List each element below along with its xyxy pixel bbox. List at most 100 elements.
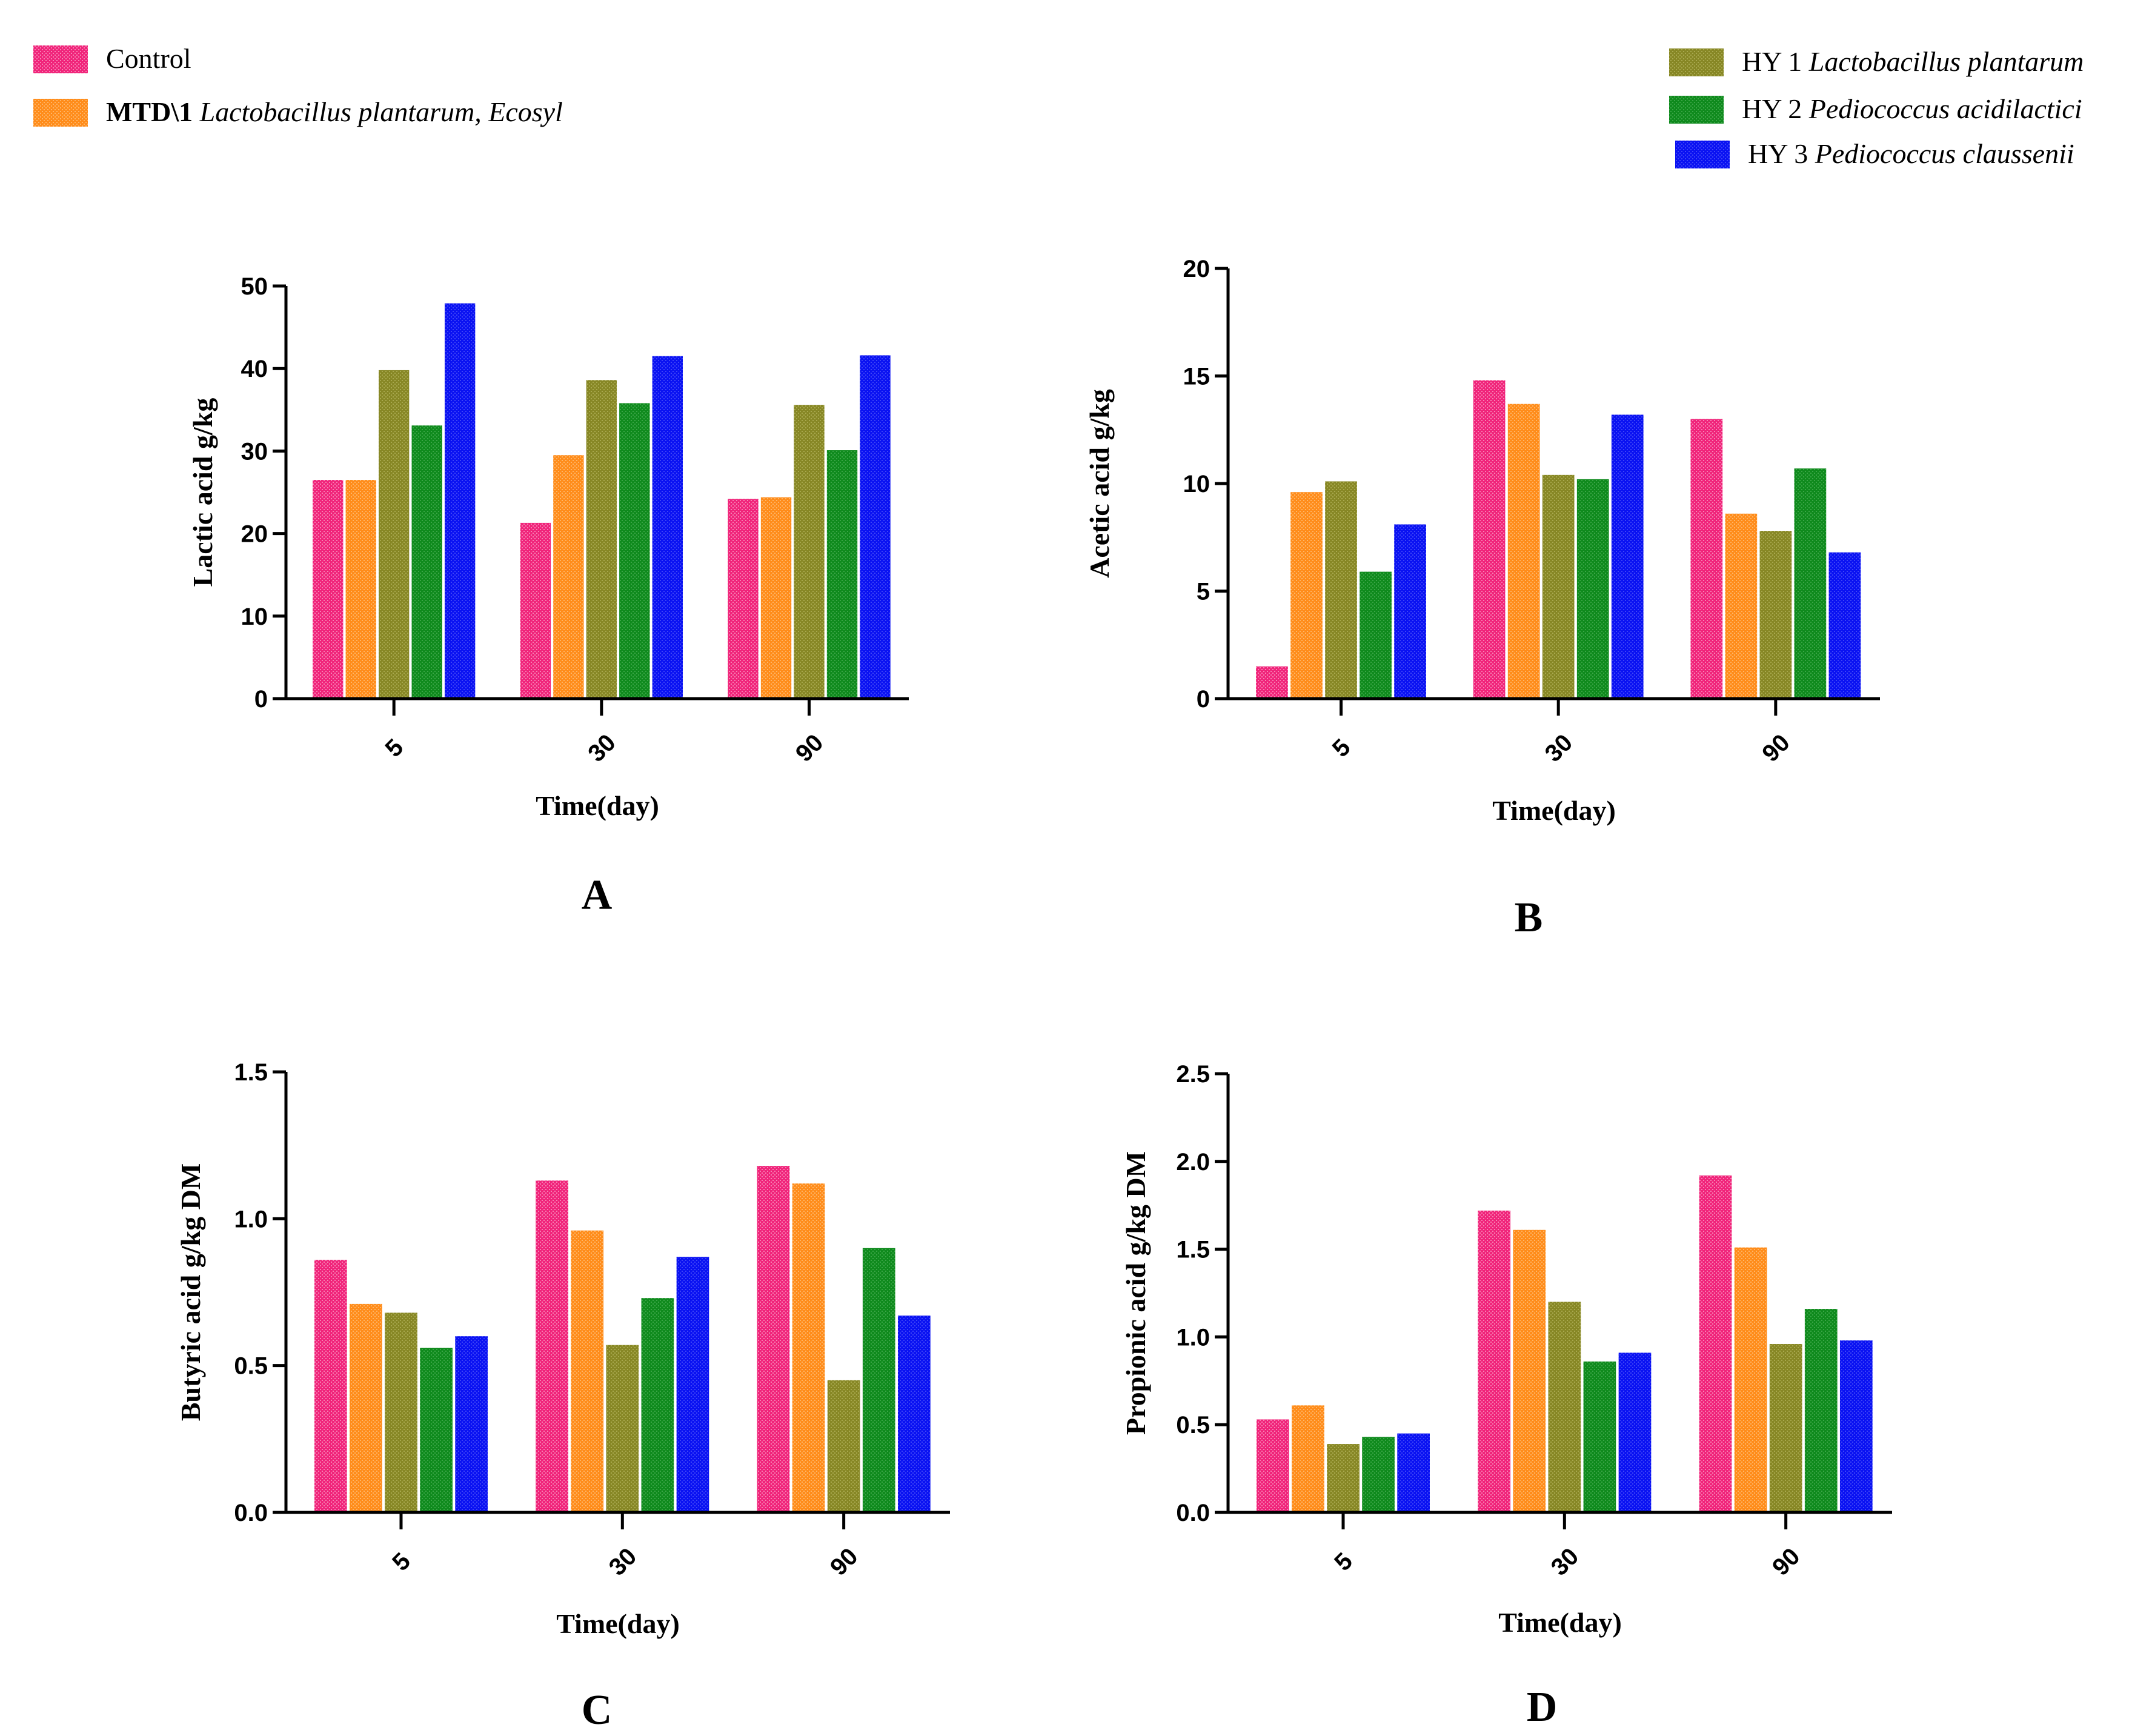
panel-letter: B	[1515, 894, 1543, 941]
bar-b-90-2	[1759, 531, 1792, 699]
bar-c-90-4	[897, 1315, 931, 1512]
legend-label-control: Control	[106, 43, 191, 74]
legend-item-hy3: HY 3 Pediococcus claussenii	[1675, 138, 2074, 169]
legend-swatch-mtd	[33, 99, 88, 127]
y-tick-label: 5	[1197, 579, 1210, 605]
legend-label-hy1: HY 1 Lactobacillus plantarum	[1742, 46, 2084, 77]
bar-b-30-4	[1611, 414, 1644, 699]
bar-a-30-2	[586, 380, 617, 699]
legend-label-species: Pediococcus acidilactici	[1808, 93, 2082, 124]
chart-panel-b: 0 5 10 15 20 5 30 90 Time(day) Acetic acid g/kg B	[1084, 256, 1880, 941]
bar-d-90-2	[1769, 1343, 1802, 1512]
y-tick-label: 1.0	[234, 1206, 268, 1232]
legend-label-species: Lactobacillus plantarum	[1808, 46, 2084, 77]
legend-label-prefix: HY 2	[1742, 93, 1809, 124]
x-tick-label: 90	[791, 729, 829, 767]
bar-b-30-0	[1473, 380, 1506, 699]
bar-d-30-1	[1513, 1229, 1546, 1512]
bar-d-90-0	[1699, 1175, 1732, 1512]
y-tick-label: 1.5	[1176, 1237, 1210, 1263]
bar-b-5-0	[1256, 666, 1288, 699]
y-tick-label: 15	[1183, 364, 1210, 390]
x-tick-label: 5	[1329, 1548, 1358, 1576]
bar-a-5-4	[444, 303, 476, 699]
bar-d-90-4	[1839, 1340, 1873, 1512]
bar-d-90-3	[1804, 1309, 1838, 1512]
y-tick-label: 10	[1183, 471, 1210, 497]
legend-label-hy3: HY 3 Pediococcus claussenii	[1748, 138, 2074, 169]
bar-a-30-3	[619, 403, 650, 699]
legend-label-hy2: HY 2 Pediococcus acidilactici	[1742, 93, 2082, 124]
y-tick-label: 0.0	[234, 1500, 268, 1526]
bar-c-30-1	[571, 1230, 604, 1512]
x-tick-label: 5	[1327, 734, 1356, 762]
bar-d-5-3	[1362, 1437, 1395, 1512]
x-tick-label: 30	[1540, 729, 1578, 767]
x-axis-title: Time(day)	[1498, 1607, 1622, 1638]
panel-letter: D	[1527, 1684, 1558, 1731]
bar-d-5-0	[1256, 1419, 1289, 1512]
legend-item-hy2: HY 2 Pediococcus acidilactici	[1669, 93, 2082, 124]
y-tick-label: 2.0	[1176, 1149, 1210, 1176]
x-axis-title: Time(day)	[556, 1608, 680, 1639]
legend-swatch-hy1	[1669, 48, 1724, 76]
bars	[1256, 380, 1861, 699]
bars	[313, 303, 891, 699]
bar-c-5-3	[420, 1348, 453, 1512]
panel-letter: A	[582, 872, 613, 919]
bar-b-90-4	[1828, 552, 1861, 699]
x-axis-title: Time(day)	[1492, 795, 1616, 826]
y-tick-label: 20	[241, 521, 268, 548]
bar-b-30-1	[1507, 404, 1540, 699]
y-tick-label: 2.5	[1176, 1061, 1210, 1088]
x-tick-label: 30	[1546, 1543, 1584, 1581]
y-tick-label: 10	[241, 604, 268, 630]
legend-label-prefix: Control	[106, 43, 191, 74]
legend-label-prefix: HY 3	[1748, 138, 1815, 169]
bar-b-5-2	[1325, 481, 1357, 699]
y-axis-title: Butyric acid g/kg DM	[175, 1163, 206, 1421]
legend-label-prefix: HY 1	[1742, 46, 1809, 77]
bar-a-5-2	[379, 370, 410, 699]
chart-panel-c: 0.0 0.5 1.0 1.5 5 30 90 Time(day) Butyric acid g…	[175, 1059, 950, 1734]
bar-c-30-2	[606, 1345, 639, 1512]
y-tick-label: 40	[241, 356, 268, 382]
bars	[314, 1166, 931, 1512]
bar-b-90-0	[1690, 419, 1723, 699]
y-tick-label: 0.0	[1176, 1500, 1210, 1526]
bar-b-90-3	[1794, 468, 1827, 699]
y-tick-label: 0	[254, 686, 268, 713]
legend-swatch-hy3	[1675, 141, 1730, 168]
y-axis-title: Propionic acid g/kg DM	[1120, 1151, 1151, 1435]
bar-c-5-2	[385, 1312, 417, 1512]
bar-b-5-3	[1360, 571, 1392, 699]
bar-b-30-2	[1542, 474, 1575, 699]
y-tick-label: 30	[241, 438, 268, 465]
bar-c-90-2	[827, 1380, 860, 1512]
legend-label-species: Pediococcus claussenii	[1815, 138, 2074, 169]
bar-a-5-1	[345, 480, 376, 699]
x-axis-title: Time(day)	[536, 790, 659, 821]
y-tick-label: 1.5	[234, 1059, 268, 1086]
x-tick-label: 5	[387, 1548, 416, 1576]
chart-panel-d: 0.0 0.5 1.0 1.5 2.0 2.5 5 30 90 Time(day) Propioni…	[1120, 1061, 1892, 1731]
legend-swatch-control	[33, 45, 88, 73]
bar-a-90-0	[728, 499, 759, 699]
legend-item-mtd: MTD\1 Lactobacillus plantarum, Ecosyl	[33, 96, 563, 127]
bar-d-5-1	[1292, 1405, 1324, 1512]
legend-item-control: Control	[33, 43, 191, 74]
panel-letter: C	[582, 1687, 613, 1734]
bar-a-90-2	[794, 405, 825, 699]
y-tick-label: 1.0	[1176, 1324, 1210, 1351]
bar-c-5-1	[350, 1303, 382, 1512]
bar-d-5-2	[1327, 1444, 1360, 1512]
bar-d-30-2	[1548, 1302, 1581, 1512]
legend-swatch-hy2	[1669, 96, 1724, 124]
bar-d-30-0	[1478, 1210, 1510, 1512]
y-axis-title: Acetic acid g/kg	[1084, 389, 1115, 578]
bar-b-30-3	[1576, 479, 1609, 699]
x-tick-label: 90	[825, 1543, 863, 1581]
x-tick-label: 30	[583, 729, 621, 767]
legend-item-hy1: HY 1 Lactobacillus plantarum	[1669, 46, 2084, 77]
bars	[1256, 1175, 1873, 1512]
